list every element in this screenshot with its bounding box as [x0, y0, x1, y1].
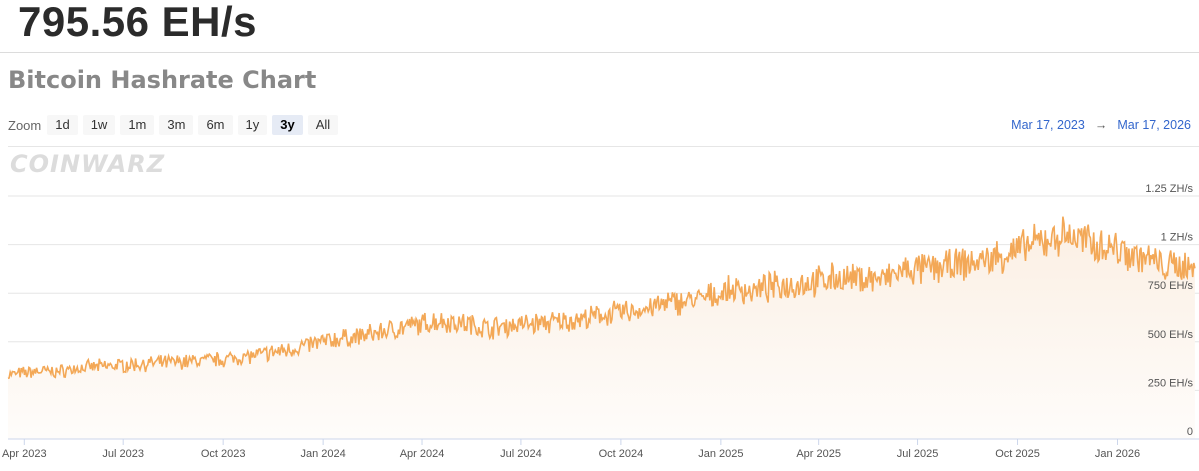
y-tick-label: 750 EH/s	[1148, 280, 1194, 292]
hashrate-area	[8, 216, 1195, 439]
range-arrow-icon: →	[1094, 118, 1108, 132]
zoom-1d-button[interactable]: 1d	[47, 115, 78, 135]
range-from-input[interactable]: Mar 17, 2023	[1011, 118, 1085, 132]
hashrate-line	[7, 216, 1196, 380]
y-tick-label: 500 EH/s	[1148, 329, 1194, 341]
zoom-1y-button[interactable]: 1y	[237, 115, 268, 135]
x-tick-label: Jul 2023	[102, 448, 144, 460]
x-tick-label: Oct 2025	[995, 448, 1040, 460]
zoom-label: Zoom	[8, 117, 42, 133]
y-tick-label: 250 EH/s	[1148, 377, 1194, 389]
chart-title: Bitcoin Hashrate Chart	[8, 66, 317, 94]
x-tick-label: Jan 2025	[698, 448, 743, 460]
x-tick-label: Apr 2024	[400, 448, 445, 460]
x-tick-label: Oct 2024	[599, 448, 644, 460]
x-tick-label: Jul 2025	[897, 448, 939, 460]
zoom-6m-button[interactable]: 6m	[198, 115, 233, 135]
x-tick-label: Jul 2024	[500, 448, 542, 460]
range-to-input[interactable]: Mar 17, 2026	[1117, 118, 1191, 132]
plot-top-border	[8, 146, 1199, 147]
x-tick-label: Oct 2023	[201, 448, 246, 460]
y-tick-label: 0	[1187, 426, 1193, 438]
hashrate-value: 795.56 EH/s	[18, 0, 258, 45]
x-tick-label: Jan 2026	[1095, 448, 1140, 460]
header-divider	[0, 52, 1199, 53]
coinwarz-logo: COINWARZ	[10, 150, 165, 178]
hashrate-chart: 0 250 EH/s 500 EH/s 750 EH/s 1 ZH/s 1.25 ZH/s…	[2, 183, 1199, 460]
zoom-3m-button[interactable]: 3m	[159, 115, 194, 135]
x-tick-label: Apr 2025	[796, 448, 841, 460]
coinwarz-logo-text: COINWARZ	[10, 150, 166, 178]
zoom-1w-button[interactable]: 1w	[82, 115, 116, 135]
x-tick-label: Apr 2023	[2, 448, 47, 460]
zoom-bar: Zoom 1d 1w 1m 3m 6m 1y 3y All	[8, 115, 343, 135]
y-tick-label: 1.25 ZH/s	[1145, 183, 1193, 195]
x-tick-label: Jan 2024	[301, 448, 346, 460]
zoom-1m-button[interactable]: 1m	[120, 115, 155, 135]
zoom-3y-button[interactable]: 3y	[272, 115, 303, 135]
zoom-all-button[interactable]: All	[307, 115, 339, 135]
y-tick-label: 1 ZH/s	[1161, 232, 1194, 244]
date-range: Mar 17, 2023 → Mar 17, 2026	[1011, 118, 1191, 132]
